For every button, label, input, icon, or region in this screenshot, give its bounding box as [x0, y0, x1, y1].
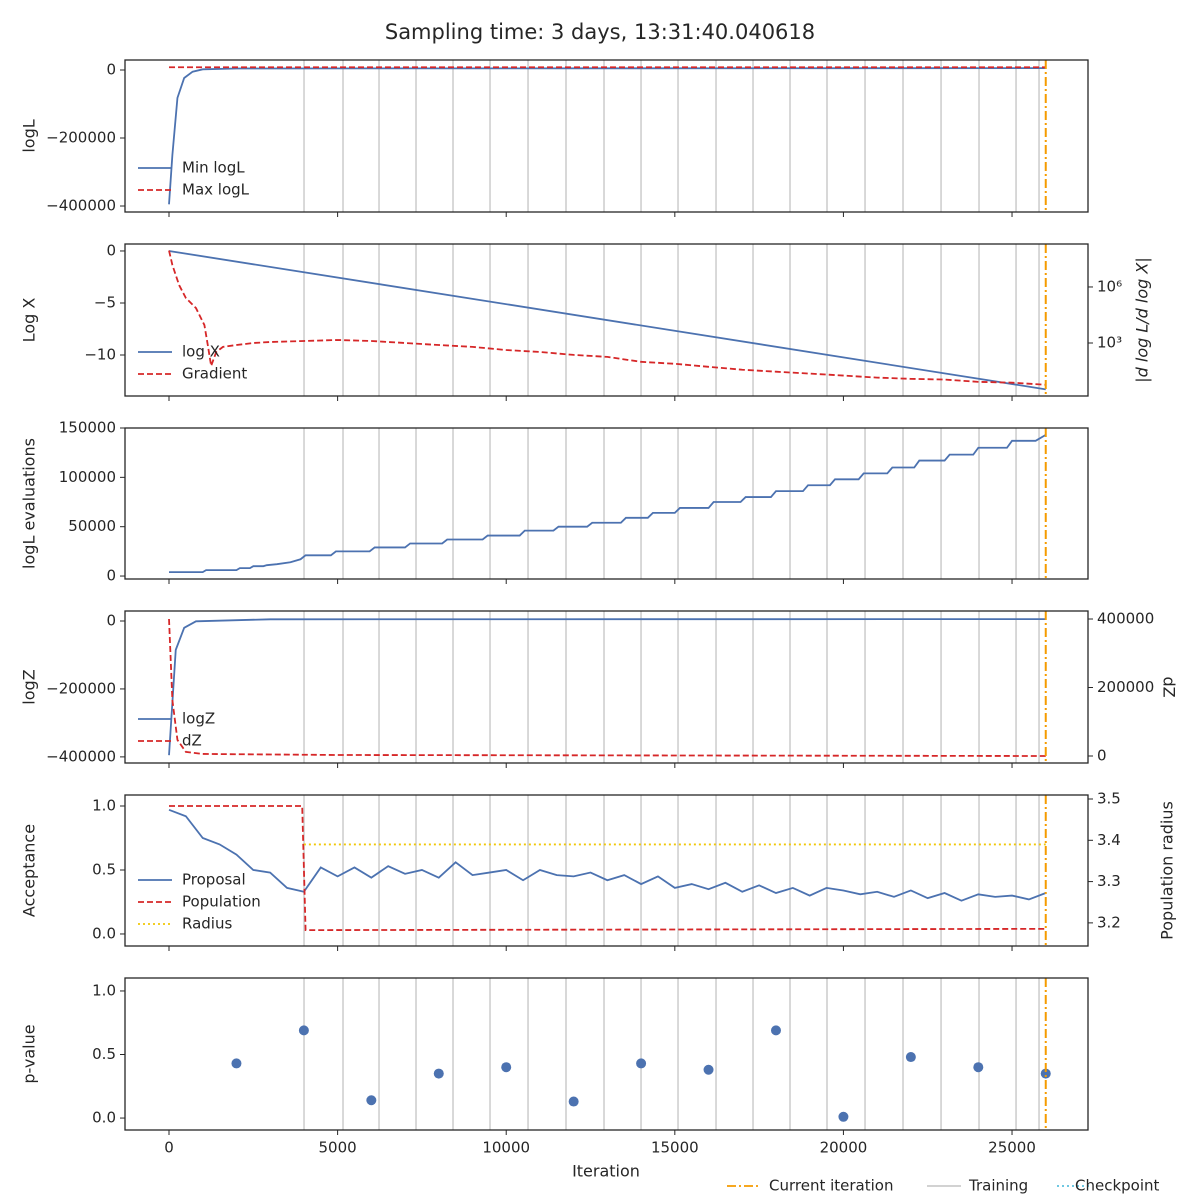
point — [973, 1062, 984, 1073]
y-tick-label: 50000 — [68, 517, 116, 535]
y-axis-label: Log X — [20, 298, 39, 343]
axes-frame — [124, 427, 1089, 580]
axes-frame — [124, 243, 1089, 397]
y-axis-label: p-value — [20, 1024, 39, 1083]
y2-tick-label: 3.5 — [1097, 790, 1121, 808]
point — [636, 1058, 647, 1069]
point — [770, 1025, 781, 1036]
axes-frame — [124, 794, 1089, 947]
legend-label: Radius — [182, 915, 232, 933]
legend-label: log X — [182, 343, 220, 361]
axes-frame — [124, 610, 1089, 764]
series-line — [169, 805, 1046, 932]
x-tick-label: 10000 — [482, 1139, 530, 1157]
y-tick-label: 100000 — [59, 468, 116, 486]
y-axis-label: logZ — [20, 669, 39, 704]
y-tick-label: 0 — [106, 567, 116, 585]
y2-tick-label: 0 — [1097, 747, 1107, 765]
y-tick-label: 0.5 — [92, 860, 116, 878]
y-tick-label: 0 — [106, 241, 116, 259]
y-tick-label: −400000 — [46, 197, 116, 215]
x-tick-label: 15000 — [651, 1139, 699, 1157]
y-axis-label: Acceptance — [20, 824, 39, 917]
y-axis-label: logL evaluations — [20, 438, 39, 569]
series-line — [168, 618, 1046, 756]
y2-axis-label: |d log L/d log X| — [1133, 257, 1152, 382]
point — [433, 1068, 444, 1079]
x-tick-label: 0 — [164, 1139, 174, 1157]
y2-tick-label: 3.4 — [1097, 831, 1121, 849]
legend-label: Checkpoint — [1075, 1177, 1160, 1195]
x-axis-label: Iteration — [572, 1162, 640, 1181]
y-tick-label: −10 — [84, 346, 116, 364]
point — [298, 1025, 309, 1036]
legend-label: Training — [968, 1177, 1028, 1195]
legend-label: Current iteration — [769, 1177, 893, 1195]
figure-title: Sampling time: 3 days, 13:31:40.040618 — [385, 20, 815, 44]
series-line — [168, 618, 1046, 757]
y-tick-label: 0 — [106, 611, 116, 629]
axes-frame — [124, 977, 1089, 1131]
point — [838, 1111, 849, 1122]
point — [231, 1058, 242, 1069]
legend-label: Population — [182, 893, 261, 911]
legend-label: Max logL — [182, 181, 250, 199]
point — [568, 1096, 579, 1107]
series-line — [168, 808, 1047, 902]
axes-frame — [124, 59, 1089, 213]
y2-tick-label: 3.2 — [1097, 913, 1121, 931]
y-tick-label: −200000 — [46, 679, 116, 697]
y-tick-label: 1.0 — [92, 981, 116, 999]
point — [703, 1064, 714, 1075]
y2-tick-label: 10³ — [1097, 333, 1122, 351]
y-axis-label: logL — [20, 119, 39, 152]
x-tick-label: 25000 — [988, 1139, 1036, 1157]
y-tick-label: 0.0 — [92, 1109, 116, 1127]
series-line — [168, 250, 1046, 386]
legend-label: logZ — [182, 710, 215, 728]
y-tick-label: −400000 — [46, 747, 116, 765]
y2-axis-label: Population radius — [1158, 801, 1177, 940]
legend-label: Gradient — [182, 365, 247, 383]
point — [1040, 1068, 1051, 1079]
y-tick-label: 150000 — [59, 419, 116, 437]
y2-tick-label: 200000 — [1097, 678, 1154, 696]
y-tick-label: −5 — [94, 293, 116, 311]
y2-tick-label: 3.3 — [1097, 872, 1121, 890]
y-tick-label: 0.0 — [92, 924, 116, 942]
legend-label: Proposal — [182, 871, 246, 889]
x-tick-label: 5000 — [319, 1139, 357, 1157]
point — [501, 1062, 512, 1073]
y-tick-label: −200000 — [46, 129, 116, 147]
series-line — [168, 250, 1046, 391]
series-line — [168, 67, 1046, 205]
y-tick-label: 0 — [106, 60, 116, 78]
y-tick-label: 0.5 — [92, 1045, 116, 1063]
y2-tick-label: 400000 — [1097, 610, 1154, 628]
point — [366, 1095, 377, 1106]
legend-label: Min logL — [182, 159, 245, 177]
point — [905, 1052, 916, 1063]
legend-label: dZ — [182, 732, 202, 750]
series-line — [169, 434, 1047, 573]
x-tick-label: 20000 — [820, 1139, 868, 1157]
y2-axis-label: dZ — [1160, 676, 1179, 697]
y2-tick-label: 10⁶ — [1097, 277, 1122, 295]
y-tick-label: 1.0 — [92, 797, 116, 815]
